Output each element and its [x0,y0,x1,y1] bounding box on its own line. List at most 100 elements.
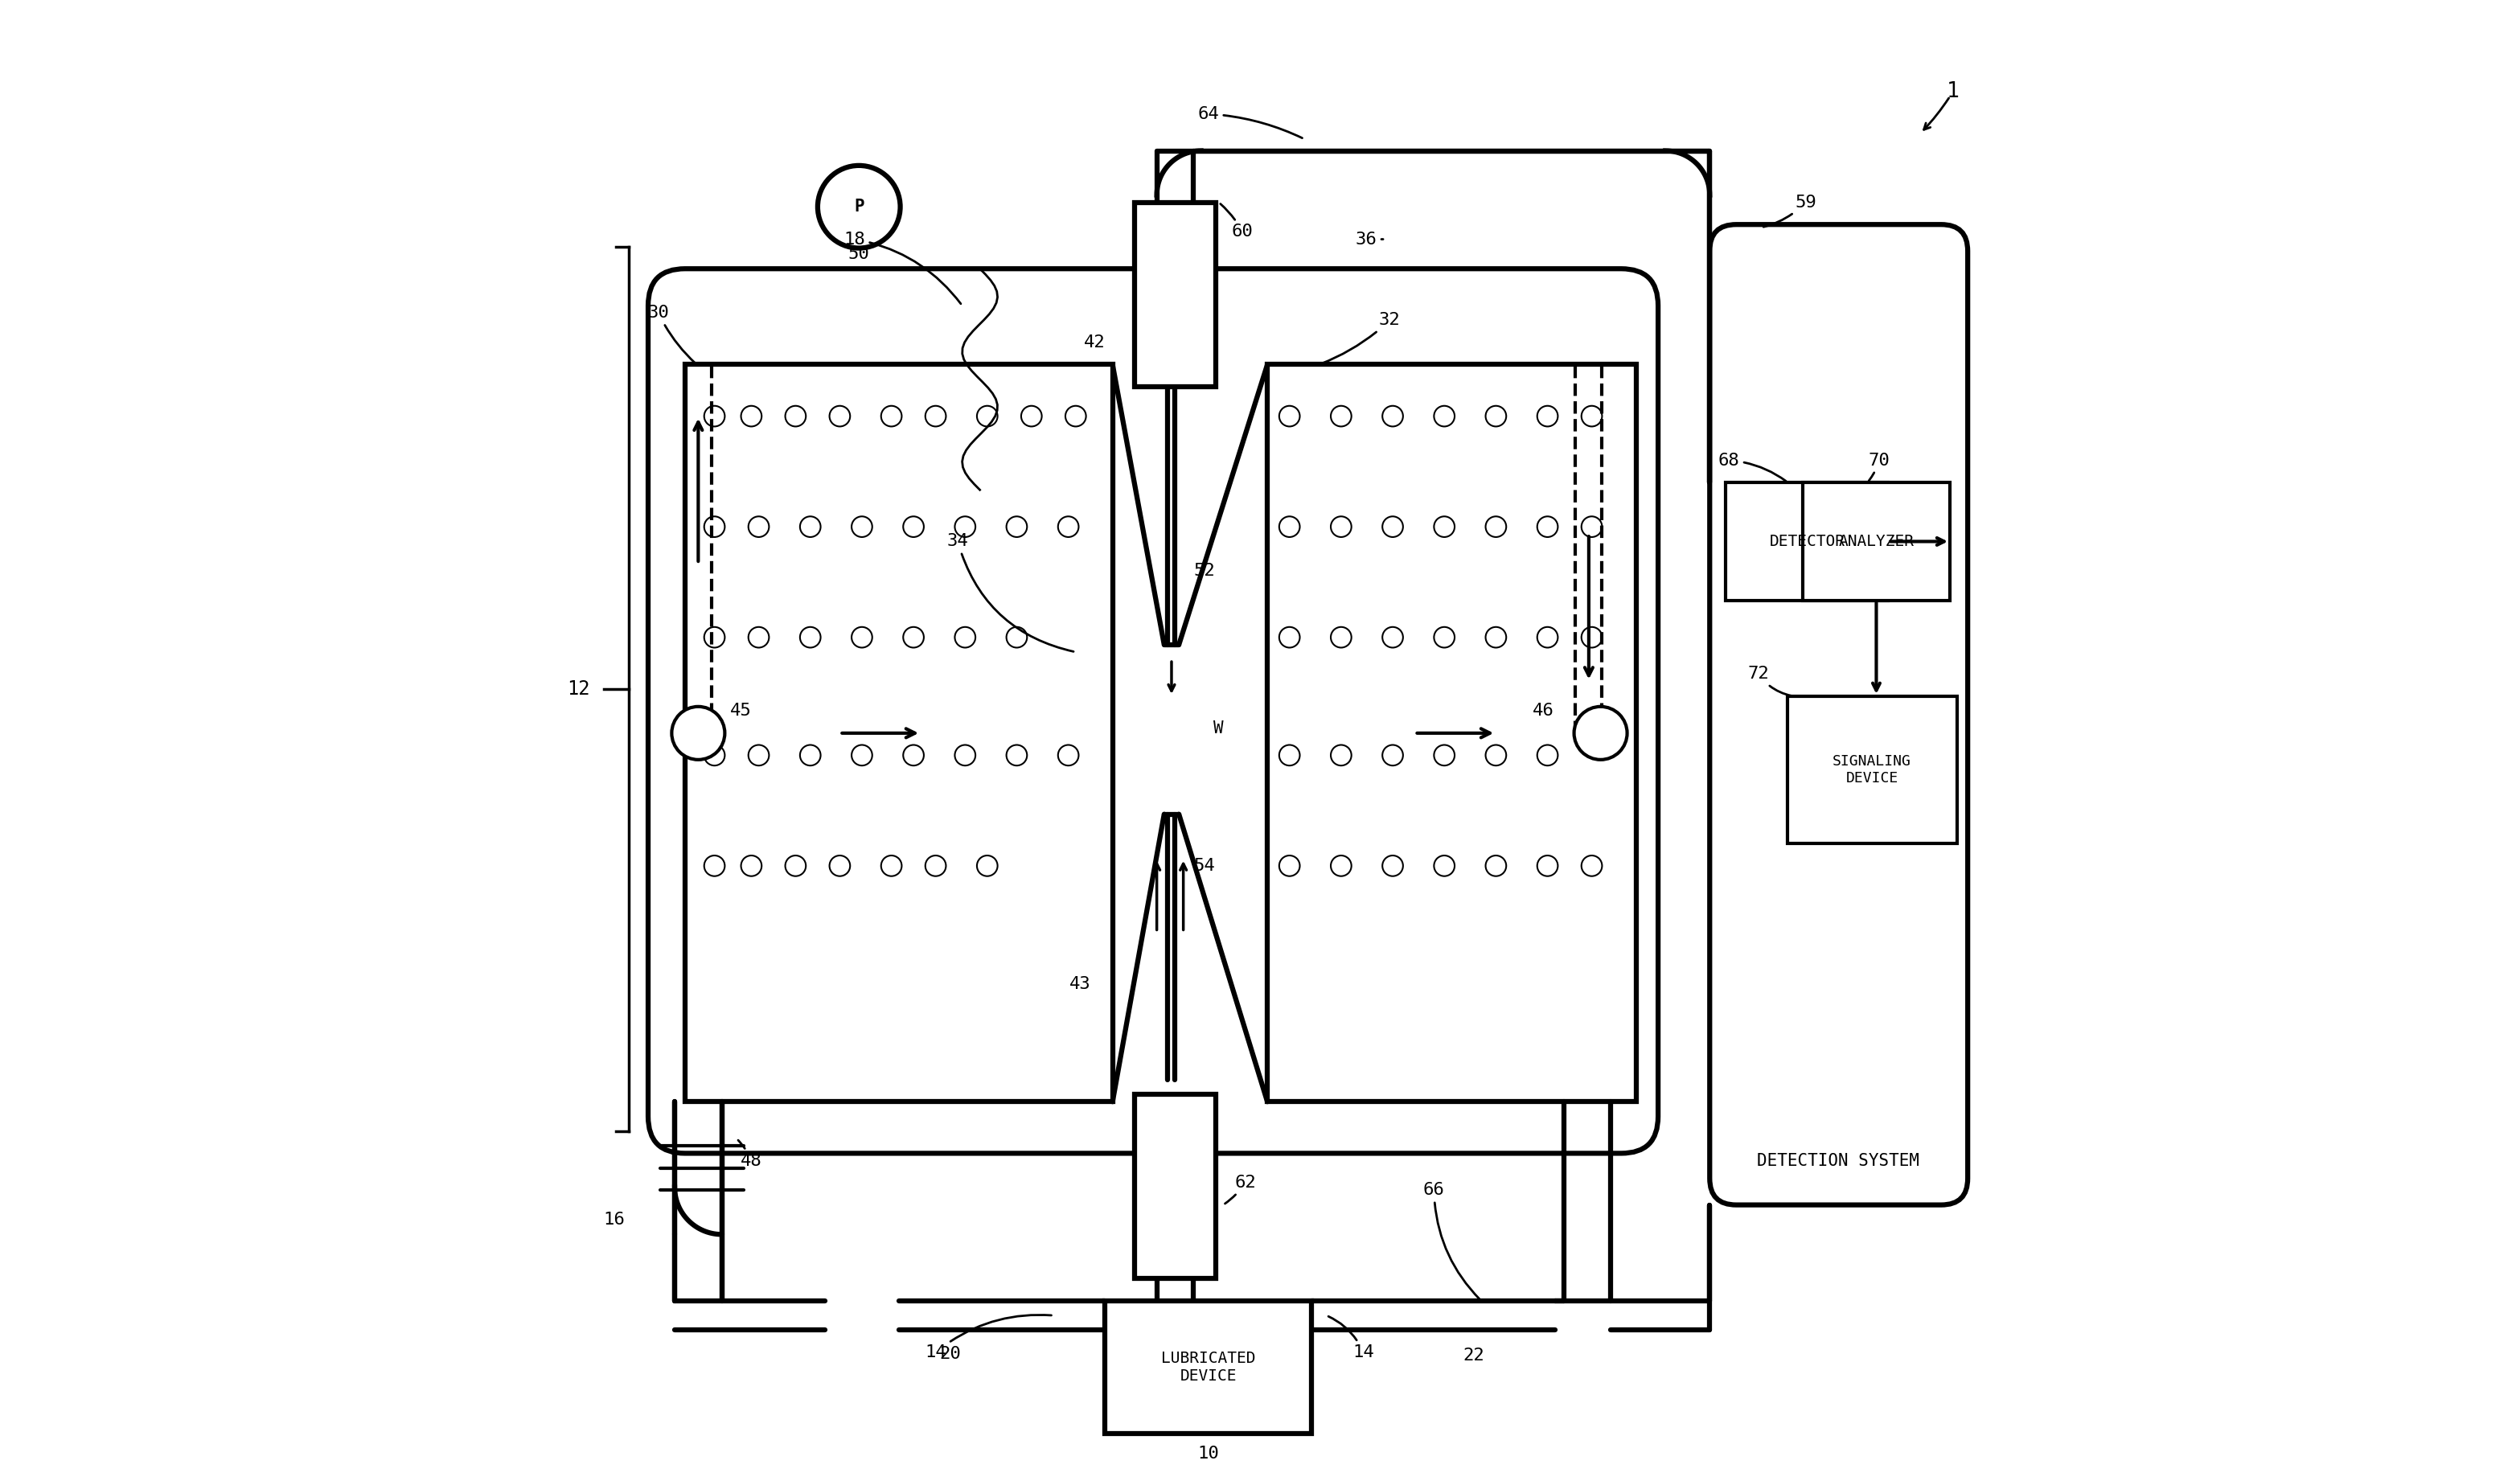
Bar [1106,1300,1310,1434]
Circle shape [1537,745,1557,766]
Bar [1726,483,1887,600]
Circle shape [955,745,975,766]
Text: ANALYZER: ANALYZER [1840,533,1915,549]
Bar [1787,696,1958,844]
Text: 14: 14 [1328,1317,1373,1361]
Text: SIGNALING
DEVICE: SIGNALING DEVICE [1832,754,1910,785]
Circle shape [955,626,975,647]
Text: 10: 10 [1197,1445,1220,1462]
Text: DETECTOR: DETECTOR [1769,533,1845,549]
Circle shape [741,406,761,427]
Circle shape [1487,406,1507,427]
Text: 46: 46 [1532,703,1555,720]
Circle shape [1021,406,1041,427]
Text: 30: 30 [648,305,696,363]
Circle shape [1434,626,1454,647]
Text: 12: 12 [567,680,590,699]
Circle shape [1383,626,1404,647]
Circle shape [1434,856,1454,877]
Circle shape [1280,856,1300,877]
Circle shape [902,517,925,538]
Text: 36: 36 [1356,231,1383,247]
Text: P: P [854,198,864,215]
Circle shape [1583,626,1603,647]
Circle shape [925,406,945,427]
Text: 45: 45 [731,703,751,720]
Circle shape [673,706,726,760]
Circle shape [852,626,872,647]
Text: 72: 72 [1746,666,1792,696]
Circle shape [1331,517,1351,538]
Text: 68: 68 [1719,452,1787,481]
Bar [1134,1094,1215,1278]
Text: 60: 60 [1220,204,1252,240]
Circle shape [1058,745,1079,766]
Circle shape [1005,626,1028,647]
Bar [1268,364,1635,1102]
Circle shape [1537,626,1557,647]
Circle shape [703,745,726,766]
Bar [1134,203,1215,387]
Circle shape [786,406,806,427]
Circle shape [1383,406,1404,427]
FancyBboxPatch shape [1709,225,1968,1206]
Circle shape [703,517,726,538]
Circle shape [1058,517,1079,538]
Text: 52: 52 [1192,563,1215,579]
Circle shape [1331,745,1351,766]
Circle shape [748,745,769,766]
Circle shape [816,166,900,249]
Circle shape [1280,517,1300,538]
Circle shape [1487,856,1507,877]
Circle shape [741,856,761,877]
Circle shape [1005,745,1028,766]
Circle shape [852,745,872,766]
Bar [685,364,1111,1102]
Circle shape [1280,745,1300,766]
Circle shape [748,626,769,647]
Circle shape [1487,626,1507,647]
Text: 43: 43 [1068,976,1091,992]
Text: LUBRICATED
DEVICE: LUBRICATED DEVICE [1162,1351,1255,1383]
Circle shape [1487,517,1507,538]
Text: 32: 32 [1320,312,1401,364]
Circle shape [1537,406,1557,427]
Circle shape [1383,745,1404,766]
Circle shape [955,517,975,538]
Text: 48: 48 [738,1140,761,1169]
Circle shape [1487,745,1507,766]
Bar [1802,483,1950,600]
Text: W: W [1215,721,1225,736]
Circle shape [1583,406,1603,427]
Circle shape [978,856,998,877]
Text: 14: 14 [925,1315,1051,1361]
Circle shape [1005,517,1028,538]
Text: 70: 70 [1867,452,1890,481]
Circle shape [1434,406,1454,427]
Text: 54: 54 [1192,857,1215,874]
Text: 16: 16 [602,1211,625,1228]
Circle shape [1383,517,1404,538]
Circle shape [902,626,925,647]
Text: 22: 22 [1464,1348,1484,1364]
Text: 66: 66 [1424,1182,1479,1299]
Circle shape [799,517,822,538]
Circle shape [1583,517,1603,538]
Circle shape [1331,626,1351,647]
Circle shape [786,856,806,877]
Circle shape [829,406,849,427]
FancyBboxPatch shape [648,268,1658,1154]
Circle shape [882,856,902,877]
Circle shape [703,626,726,647]
Circle shape [1583,856,1603,877]
Text: 34: 34 [948,533,1074,652]
Circle shape [703,406,726,427]
Circle shape [902,745,925,766]
Text: 62: 62 [1225,1174,1255,1204]
Circle shape [1434,517,1454,538]
Circle shape [799,745,822,766]
Circle shape [1331,856,1351,877]
Circle shape [703,856,726,877]
Circle shape [1066,406,1086,427]
Text: 64: 64 [1197,105,1303,138]
